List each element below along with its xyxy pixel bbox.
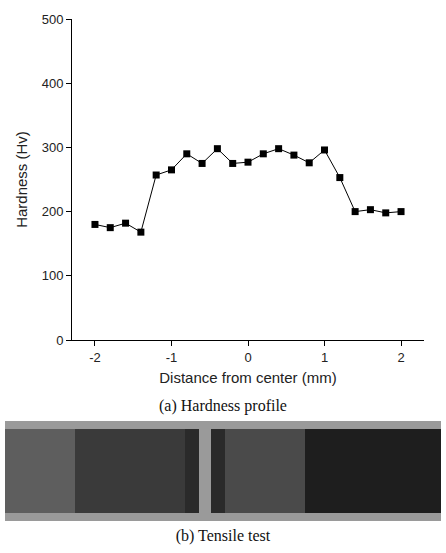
svg-text:100: 100 [42, 268, 64, 283]
svg-text:400: 400 [42, 76, 64, 91]
svg-text:0: 0 [244, 350, 251, 365]
svg-text:500: 500 [42, 12, 64, 27]
svg-text:-2: -2 [89, 350, 101, 365]
svg-text:200: 200 [42, 204, 64, 219]
svg-text:0: 0 [56, 333, 63, 348]
html-text:(b) Tensile test: (b) Tensile test [175, 527, 271, 544]
svg-text:1: 1 [321, 350, 328, 365]
svg-text:300: 300 [42, 140, 64, 155]
svg-text:2: 2 [397, 350, 404, 365]
html-text:(a) Hardness profile: (a) Hardness profile [159, 397, 287, 414]
svg-text:Distance from center (mm): Distance from center (mm) [159, 369, 337, 386]
svg-text:-1: -1 [166, 350, 178, 365]
svg-text:Hardness (Hv): Hardness (Hv) [13, 131, 30, 228]
